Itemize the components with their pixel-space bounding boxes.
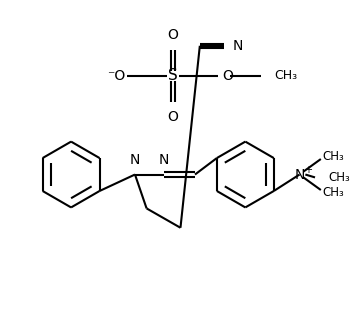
Text: N: N [130, 153, 140, 167]
Text: ⁻O: ⁻O [107, 69, 125, 83]
Text: N: N [159, 153, 169, 167]
Text: CH₃: CH₃ [274, 69, 297, 82]
Text: CH₃: CH₃ [329, 171, 350, 184]
Text: S: S [168, 68, 178, 83]
Text: O: O [222, 69, 233, 83]
Text: CH₃: CH₃ [323, 150, 344, 163]
Text: +: + [304, 165, 312, 175]
Text: N: N [294, 168, 305, 181]
Text: CH₃: CH₃ [323, 187, 344, 199]
Text: O: O [167, 110, 178, 124]
Text: O: O [167, 28, 178, 42]
Text: N: N [233, 39, 243, 53]
